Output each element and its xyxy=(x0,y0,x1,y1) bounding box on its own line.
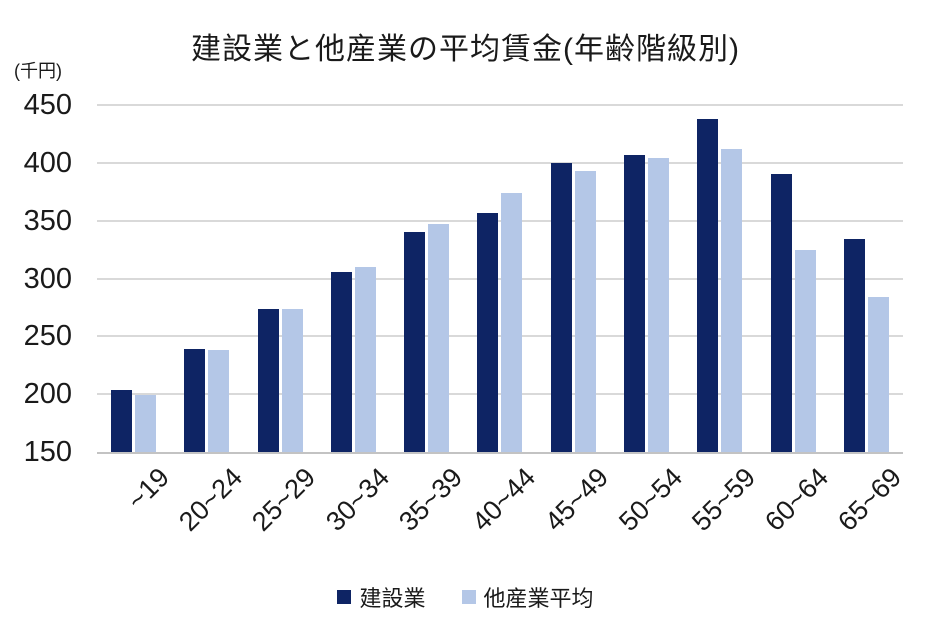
bar-group: 65~69 xyxy=(830,105,908,537)
gridline xyxy=(97,161,903,164)
bar xyxy=(697,118,719,452)
bar xyxy=(135,395,157,452)
bar xyxy=(867,297,889,452)
y-axis-tick-label: 350 xyxy=(23,204,72,237)
bar xyxy=(843,239,865,452)
y-axis-tick-label: 400 xyxy=(23,146,72,179)
bar-group: 25~29 xyxy=(244,105,321,537)
bar-group: 20~24 xyxy=(170,105,248,537)
x-axis-tick-label: 55~59 xyxy=(686,462,761,537)
bar xyxy=(184,349,206,452)
bar-group: 60~64 xyxy=(756,105,834,537)
y-axis-unit-label: (千円) xyxy=(14,61,62,81)
legend-item: 建設業 xyxy=(337,581,426,613)
chart-title: 建設業と他産業の平均賃金(年齢階級別) xyxy=(191,33,740,66)
bar xyxy=(477,212,499,452)
gridline xyxy=(97,393,903,396)
x-axis-tick-label: 35~39 xyxy=(393,462,468,537)
bar xyxy=(257,308,279,452)
bar xyxy=(550,162,572,452)
bar-group: 45~49 xyxy=(537,105,614,537)
y-axis-tick-label: 150 xyxy=(23,436,72,468)
legend-item: 他産業平均 xyxy=(461,581,594,613)
bar xyxy=(647,158,669,452)
x-axis-tick-label: 20~24 xyxy=(173,462,249,537)
bar xyxy=(770,174,792,452)
legend-label: 他産業平均 xyxy=(483,586,594,611)
bar-groups: ~19 20~24 25~29 30~34 35~39 40~44 45~49 50~54 55… xyxy=(97,105,908,537)
bar-group: 55~59 xyxy=(683,105,761,537)
bar xyxy=(330,271,352,452)
bar xyxy=(623,154,645,452)
gridline xyxy=(97,335,903,338)
bar xyxy=(404,232,426,452)
x-axis-tick-label: 50~54 xyxy=(612,462,688,537)
legend: 建設業 他産業平均 xyxy=(0,581,931,613)
bar-group: 35~39 xyxy=(390,105,468,537)
x-axis-tick-label: 25~29 xyxy=(246,462,322,537)
y-axis-tick-label: 300 xyxy=(23,262,72,295)
bar-group: ~19 xyxy=(97,105,175,516)
y-axis-tick-label: 250 xyxy=(23,320,72,353)
x-axis-tick-label: ~19 xyxy=(121,462,175,516)
legend-swatch-icon xyxy=(337,590,352,604)
x-axis-tick-label: 45~49 xyxy=(539,462,615,537)
bar xyxy=(501,192,523,452)
gridline xyxy=(97,219,903,222)
bar xyxy=(281,308,303,452)
legend-swatch-icon xyxy=(461,590,476,604)
bar xyxy=(208,350,230,452)
gridline xyxy=(97,277,903,280)
x-axis-tick-label: 40~44 xyxy=(466,462,542,537)
y-axis-tick-label: 450 xyxy=(23,89,72,121)
x-axis-tick-label: 65~69 xyxy=(832,462,908,537)
gridline xyxy=(97,104,903,106)
bar-group: 30~34 xyxy=(317,105,395,537)
bar-group: 40~44 xyxy=(463,105,541,537)
bar-group: 50~54 xyxy=(610,105,688,537)
x-axis-tick-label: 30~34 xyxy=(319,462,395,537)
bar xyxy=(794,249,816,452)
y-axis-tick-label: 200 xyxy=(23,378,72,411)
bar xyxy=(721,148,743,452)
legend-label: 建設業 xyxy=(359,586,426,611)
plot-area: ~19 20~24 25~29 30~34 35~39 40~44 45~49 50~54 55… xyxy=(97,104,908,537)
bar xyxy=(354,266,376,452)
bar xyxy=(428,224,450,452)
x-axis-tick-label: 60~64 xyxy=(759,462,835,537)
bar xyxy=(574,170,596,452)
y-axis-tick-labels: 450 400 350 300 250 200 150 xyxy=(0,89,72,468)
bar xyxy=(111,389,133,452)
